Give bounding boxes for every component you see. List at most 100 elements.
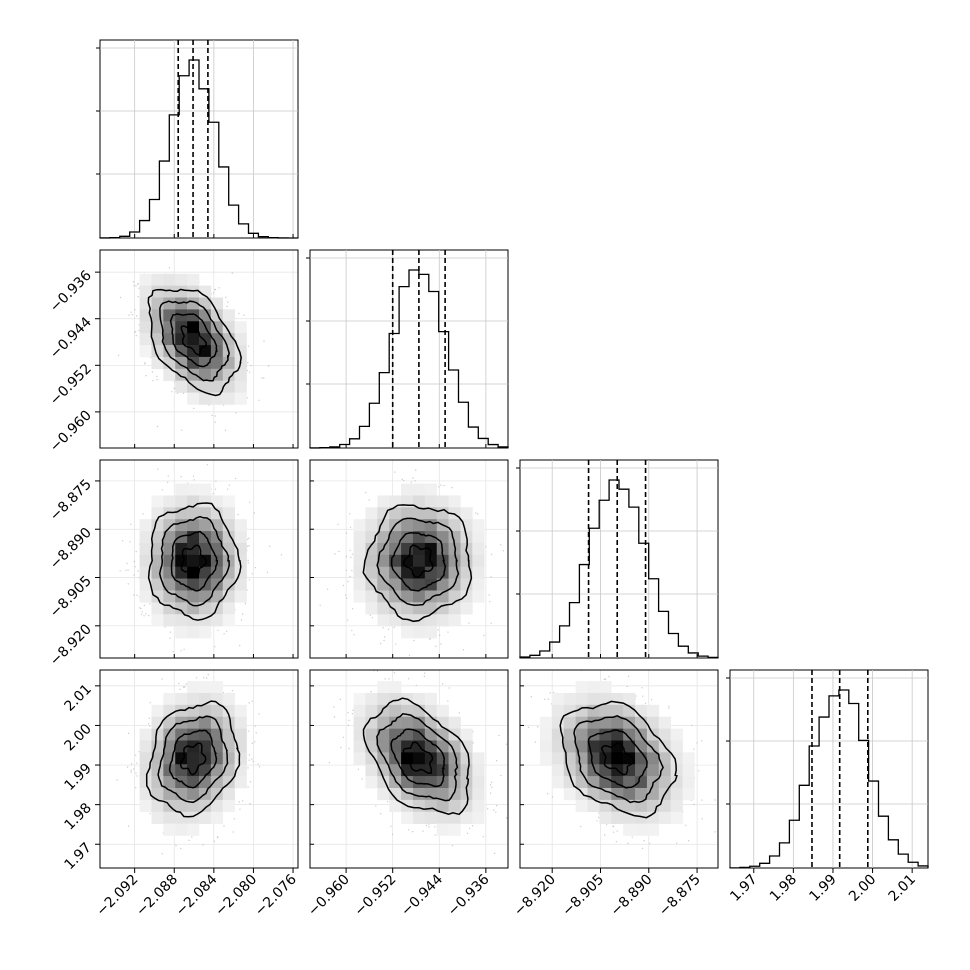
y-tick-label: −8.875 (47, 476, 95, 524)
y-tick-label: 1.97 (61, 840, 94, 873)
density-cell (587, 752, 600, 765)
density-cell (199, 333, 212, 346)
density-cell (575, 776, 588, 789)
density-cell (658, 728, 671, 741)
density-cell (365, 776, 378, 789)
density-cell (540, 740, 553, 753)
density-cell (163, 368, 176, 381)
density-cell (151, 578, 164, 591)
density-cell (635, 704, 648, 718)
density-cell (377, 740, 390, 753)
density-cell (460, 811, 473, 824)
density-cell (175, 692, 188, 706)
density-cell (210, 495, 224, 508)
density-cell (151, 495, 164, 508)
density-cell (210, 704, 224, 718)
panel-content (100, 460, 298, 658)
density-cell (151, 614, 164, 627)
density-cell (472, 752, 485, 765)
density-cell (163, 507, 176, 520)
density-cell (365, 542, 378, 556)
contour-level-1 (587, 729, 648, 789)
density-cell (234, 578, 247, 591)
contour-level-2 (376, 517, 460, 606)
density-cell (424, 614, 438, 627)
density-cell (389, 692, 402, 706)
scatter-panel-2-1 (309, 459, 509, 659)
density-cell (670, 740, 683, 753)
density-cell (151, 590, 164, 603)
density-cell (401, 542, 414, 556)
density-cell (222, 788, 235, 801)
density-cell (424, 531, 438, 544)
x-tick-label: 1.99 (806, 872, 839, 905)
density-cell (401, 776, 414, 789)
density-cell (187, 519, 200, 532)
density-cell (551, 764, 565, 777)
density-cell (365, 752, 378, 765)
density-cell (646, 823, 660, 836)
panel-frame (99, 669, 299, 869)
density-cell (187, 333, 200, 346)
density-cell (389, 531, 402, 544)
density-cell (424, 519, 438, 532)
density-cell (151, 519, 164, 532)
density-cell (199, 566, 212, 579)
density-cell (163, 740, 176, 753)
density-cell (187, 285, 200, 298)
contour-level-2 (158, 515, 230, 607)
density-cell (424, 752, 438, 765)
density-cell (187, 602, 200, 615)
density-cell (460, 752, 473, 765)
density-cell (234, 566, 247, 579)
density-cell (412, 692, 426, 706)
density-cell (151, 764, 164, 777)
density-cell (623, 799, 636, 813)
contour-level-3 (147, 288, 242, 397)
density-cell (365, 728, 378, 741)
density-cell (575, 788, 588, 801)
panel-frame (729, 669, 929, 869)
density-cell (139, 273, 152, 286)
density-cell (448, 554, 461, 568)
density-cell (151, 602, 164, 615)
density-cell (599, 728, 612, 741)
density-cell (175, 614, 188, 627)
density-cell (575, 799, 588, 813)
density-cell (401, 728, 414, 741)
density-cell (187, 507, 200, 520)
density-cell (234, 752, 247, 765)
density-cell (575, 692, 588, 706)
density-cell (199, 716, 212, 729)
density-cell (222, 752, 235, 765)
density-cell (222, 602, 235, 615)
density-cell (377, 578, 390, 591)
density-cell (623, 788, 636, 801)
density-cell (658, 811, 671, 824)
density-cell (436, 495, 449, 508)
density-cell (210, 333, 224, 346)
density-cell (599, 716, 612, 729)
density-cell (472, 566, 485, 579)
density-cell (599, 788, 612, 801)
density-cell (187, 752, 200, 765)
density-cell (412, 495, 426, 508)
density-cell (436, 578, 449, 591)
density-cell (611, 799, 624, 813)
density-cell (199, 626, 212, 639)
density-cell (623, 728, 636, 741)
density-cell (670, 728, 683, 741)
density-cell (187, 392, 200, 405)
density-cell (448, 519, 461, 532)
density-cell (199, 590, 212, 603)
density-cell (353, 728, 366, 741)
density-cell (365, 764, 378, 777)
density-cell (682, 788, 695, 801)
density-cell (412, 752, 426, 765)
density-cell (139, 578, 152, 591)
density-cell (658, 716, 671, 729)
density-cell (646, 740, 660, 753)
density-cell (139, 321, 152, 334)
density-cell (436, 788, 449, 801)
density-cell (412, 799, 426, 813)
